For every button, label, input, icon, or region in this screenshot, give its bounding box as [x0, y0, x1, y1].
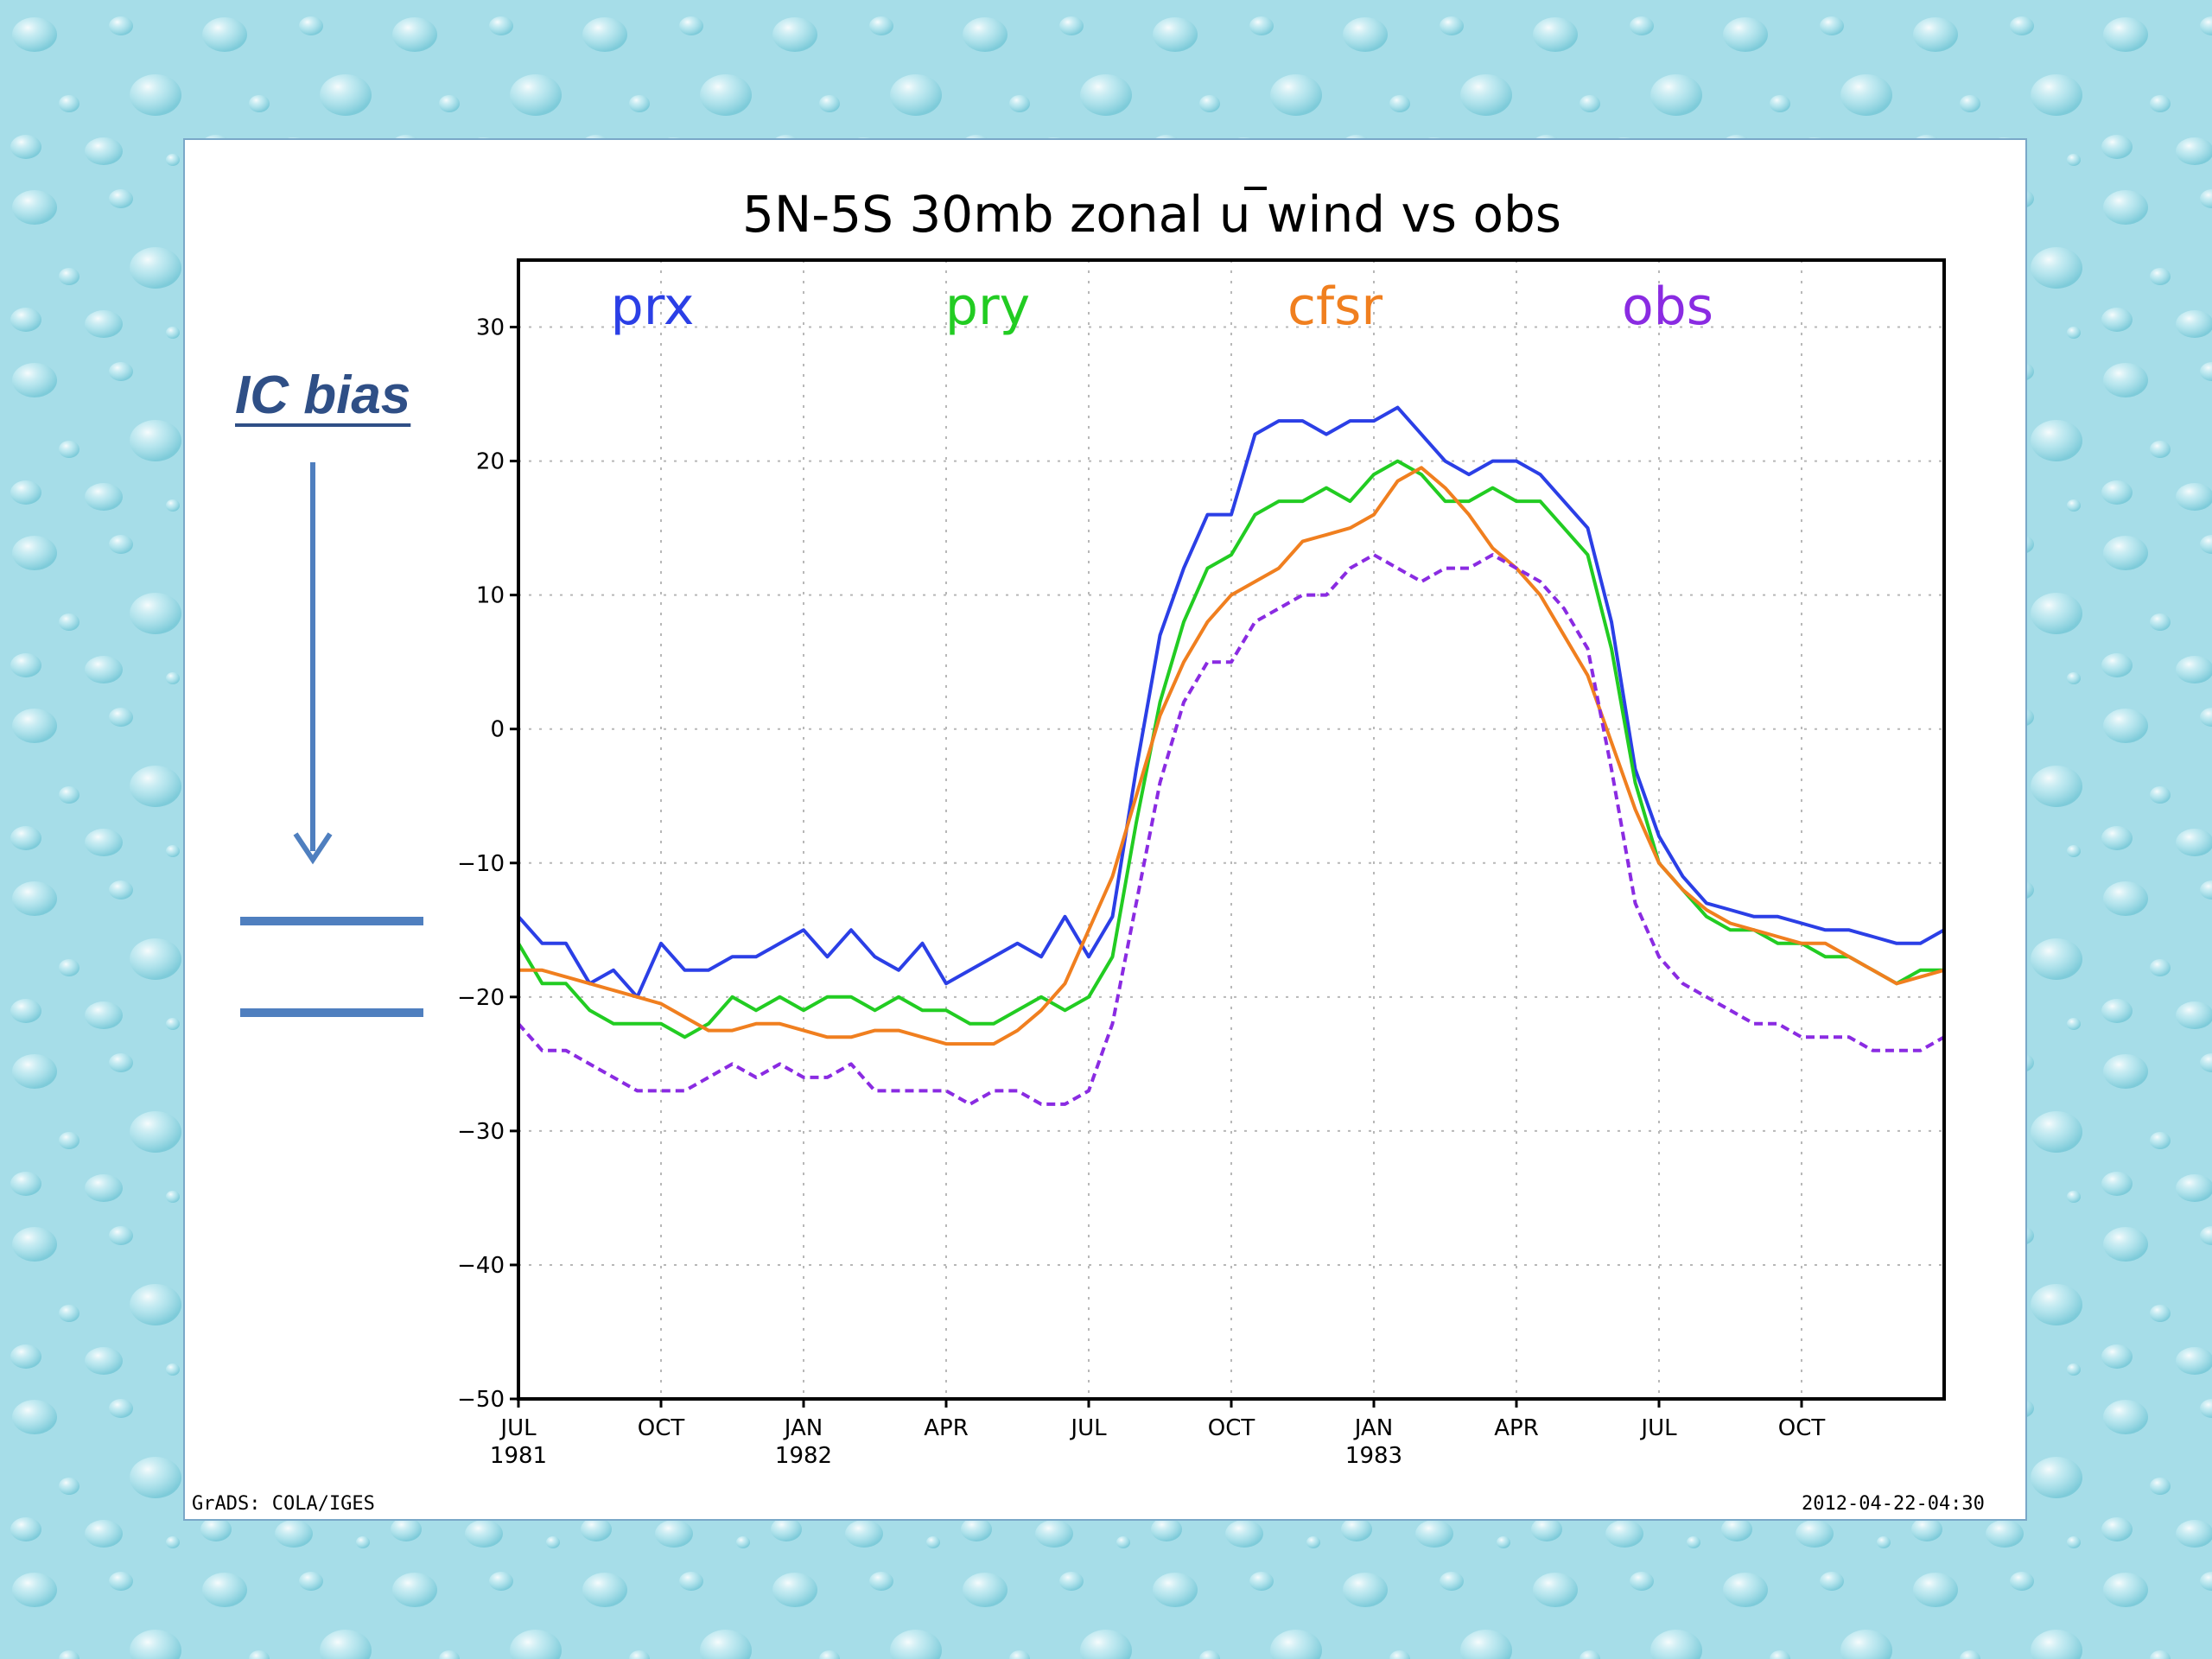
y-tick-label: 0 — [490, 717, 505, 743]
x-tick-label: JUL — [1639, 1415, 1677, 1441]
legend-entry-pry: pry — [945, 276, 1030, 337]
x-tick-label: JUL — [499, 1415, 537, 1441]
x-tick-year-label: 1982 — [775, 1443, 832, 1469]
x-tick-label: OCT — [638, 1415, 685, 1441]
footer-source: GrADS: COLA/IGES — [192, 1493, 375, 1515]
ic-bias-markers — [240, 462, 423, 1017]
x-tick-year-label: 1981 — [490, 1443, 547, 1469]
x-tick-label: JUL — [1069, 1415, 1107, 1441]
y-tick-label: −50 — [457, 1387, 505, 1413]
y-axis: 30 20 10 0 −10 −20 −30 −40 −50 — [457, 315, 518, 1413]
series-line-prx — [517, 405, 1945, 999]
plot-frame — [517, 258, 1946, 1401]
x-tick-label: JAN — [1353, 1415, 1393, 1441]
chart-title: 5N-5S 30mb zonal u wind vs obs — [742, 185, 1561, 244]
y-tick-label: 20 — [476, 449, 505, 475]
series-line-cfsr — [518, 466, 1945, 1046]
legend-entry-cfsr: cfsr — [1287, 276, 1382, 337]
series-line-pry — [517, 459, 1944, 1039]
x-tick-label: APR — [1494, 1415, 1539, 1441]
grid — [518, 260, 1944, 1399]
series-line-obs — [517, 553, 1945, 1106]
series-lines — [517, 405, 1945, 1106]
chart-panel — [183, 138, 2027, 1521]
footer-timestamp: 2012-04-22-04:30 — [1802, 1493, 1985, 1515]
legend: prx pry cfsr obs — [611, 276, 1713, 337]
y-tick-label: −20 — [457, 985, 505, 1011]
x-tick-label: OCT — [1208, 1415, 1255, 1441]
y-tick-label: −30 — [457, 1119, 505, 1145]
x-tick-year-label: 1983 — [1345, 1443, 1402, 1469]
y-tick-label: 10 — [476, 583, 505, 609]
legend-entry-prx: prx — [611, 276, 695, 337]
x-tick-label: JAN — [783, 1415, 823, 1441]
y-tick-label: −10 — [457, 851, 505, 877]
y-tick-label: 30 — [476, 315, 505, 341]
x-tick-label: OCT — [1778, 1415, 1826, 1441]
legend-entry-obs: obs — [1622, 276, 1713, 337]
ic-bias-label: IC bias — [235, 365, 411, 425]
y-tick-label: −40 — [457, 1253, 505, 1279]
down-arrow-icon — [293, 832, 333, 865]
x-tick-label: APR — [924, 1415, 969, 1441]
